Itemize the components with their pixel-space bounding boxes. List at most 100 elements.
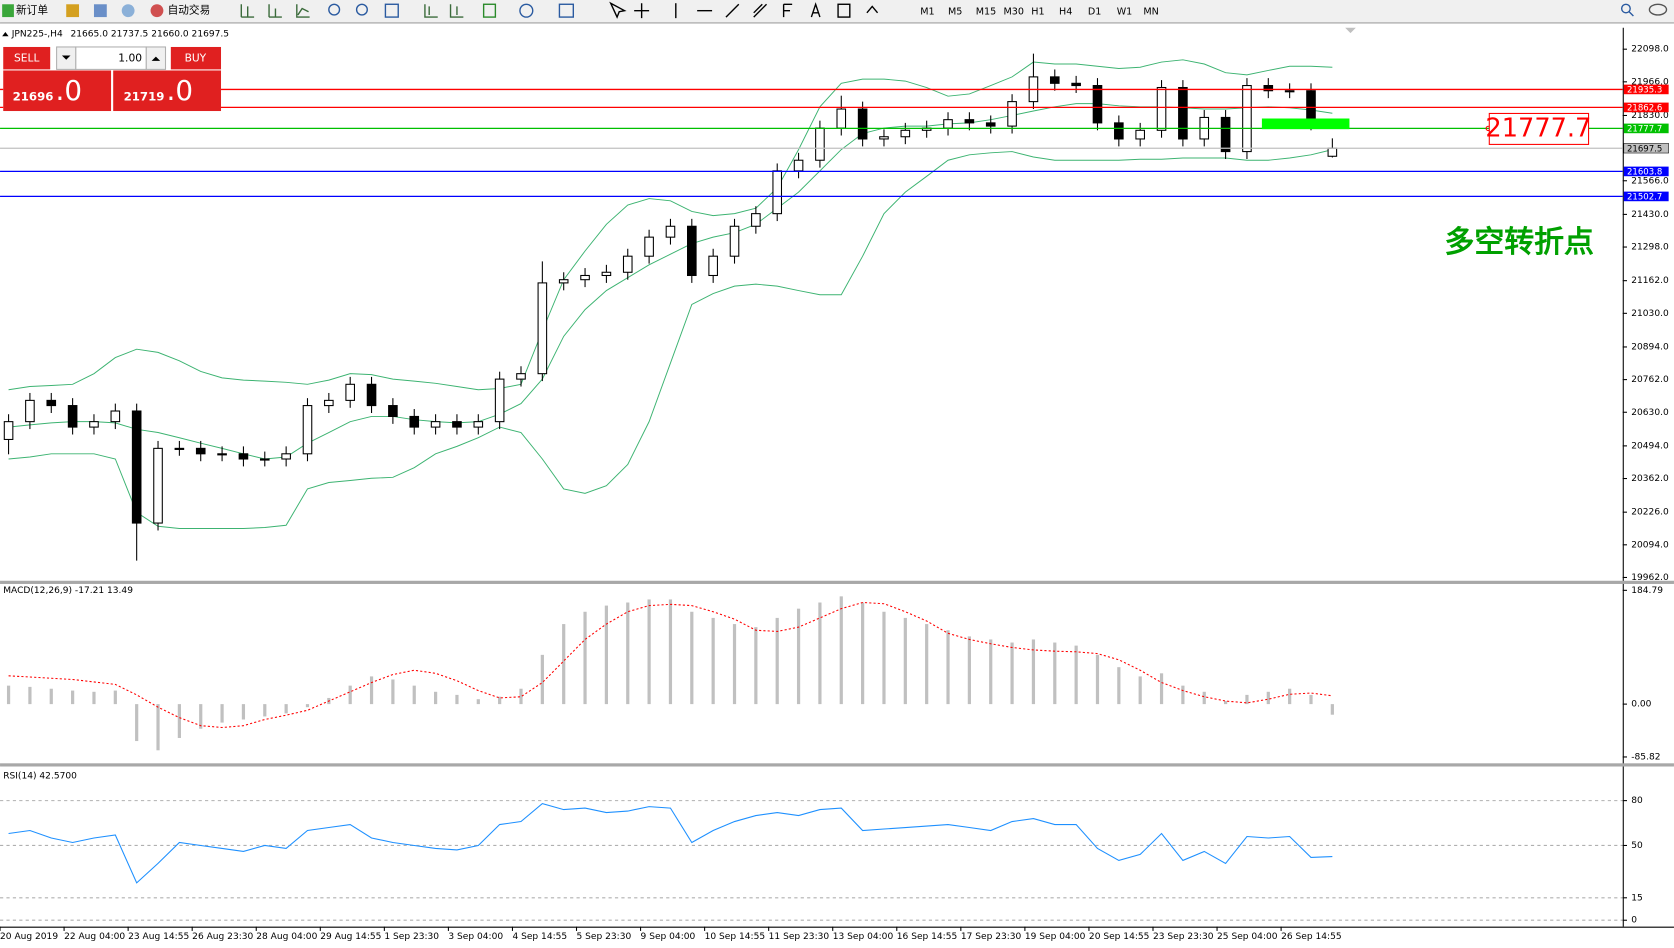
chart-shift-marker [1345, 27, 1356, 34]
down-arrow [61, 55, 71, 60]
y-tick-label: 184.79 [1631, 586, 1663, 596]
macd-bar [1223, 701, 1228, 705]
macd-bar [455, 694, 459, 705]
cursor-tool[interactable] [609, 1, 627, 19]
icon[interactable] [66, 4, 80, 18]
timeframe-button[interactable]: M30 [1004, 7, 1024, 18]
macd-bar [1245, 694, 1249, 705]
crosshair-tool[interactable] [634, 3, 650, 19]
macd-bar [199, 704, 203, 729]
icon[interactable] [384, 3, 399, 18]
candle-body [366, 383, 377, 407]
icon[interactable] [296, 4, 310, 18]
candle-body [729, 225, 740, 257]
buy-price[interactable]: 21719 [124, 90, 165, 104]
timeframe-button[interactable]: M5 [948, 7, 962, 18]
buy-button[interactable] [170, 46, 222, 70]
auto-trade-button[interactable]: 自动交易 [168, 4, 211, 17]
macd-bar [647, 599, 651, 705]
macd-bar [177, 704, 181, 738]
auto-trade-icon[interactable] [150, 4, 164, 18]
icon[interactable] [355, 3, 368, 16]
icon[interactable] [424, 4, 438, 18]
macd-bar [861, 602, 865, 705]
panel-separator [0, 763, 1674, 767]
x-tick-label: 13 Sep 04:00 [833, 932, 894, 942]
new-order-icon[interactable] [2, 4, 14, 18]
candle-body [1049, 76, 1060, 84]
timeframe-button[interactable]: D1 [1088, 7, 1102, 18]
icon[interactable] [121, 4, 135, 18]
trendline-tool[interactable] [725, 3, 740, 18]
timeframe-button[interactable]: MN [1143, 7, 1158, 18]
y-tick-label: 80 [1631, 796, 1643, 806]
candle-body [89, 421, 99, 428]
candle-body [900, 129, 911, 138]
candle-body [3, 421, 14, 440]
candle-body [302, 405, 313, 455]
macd-bar [391, 679, 395, 705]
icon[interactable] [482, 3, 497, 18]
timeframe-button[interactable]: W1 [1117, 7, 1133, 18]
sell-price-tail[interactable]: .0 [56, 74, 82, 107]
macd-bar [49, 688, 53, 705]
x-tick-label: 25 Sep 04:00 [1217, 932, 1278, 942]
macd-bar [348, 685, 352, 705]
macd-bar [1266, 691, 1270, 705]
text-tool[interactable] [810, 2, 821, 18]
buy-price-tail[interactable]: .0 [167, 74, 193, 107]
buy-price-box[interactable] [113, 70, 222, 112]
candle-body [985, 122, 996, 127]
icon[interactable] [328, 3, 341, 16]
volume-value[interactable]: 1.00 [118, 52, 142, 65]
plot-area: 22098.0 21966.0 21830.0 21566.0 21430.0 21298… [0, 45, 1669, 942]
fibo-tool[interactable] [782, 3, 793, 18]
icon[interactable] [240, 4, 255, 18]
icon[interactable] [449, 4, 464, 18]
sell-price[interactable]: 21696 [13, 90, 54, 104]
x-tick-label: 4 Sep 14:55 [512, 932, 567, 942]
x-tick-label: 1 Sep 23:30 [384, 932, 439, 942]
macd-bar [476, 699, 480, 705]
candle-body [153, 447, 163, 524]
y-tick-label: 19962.0 [1631, 573, 1669, 583]
timeframe-button[interactable]: H1 [1031, 7, 1044, 18]
candle-body [259, 458, 270, 461]
x-tick-label: 26 Sep 14:55 [1281, 932, 1342, 942]
x-tick-label: 19 Sep 04:00 [1025, 932, 1086, 942]
panel-separator [0, 580, 1674, 584]
sell-label[interactable]: SELL [14, 52, 39, 65]
price-label: 21935.3 [1627, 85, 1662, 95]
timeframe-button[interactable]: M15 [976, 7, 996, 18]
y-tick-label: 20362.0 [1631, 474, 1669, 484]
sell-button[interactable] [3, 46, 51, 70]
candle-body [751, 213, 761, 227]
candle-body [25, 399, 35, 423]
candle-body [430, 421, 441, 428]
x-tick-label: 28 Aug 04:00 [256, 932, 317, 942]
price-label-bg [1623, 166, 1669, 177]
icon[interactable] [519, 3, 534, 18]
icon[interactable] [268, 4, 282, 18]
buy-label[interactable]: BUY [185, 52, 207, 65]
x-tick-label: 22 Aug 04:00 [64, 932, 125, 942]
y-tick-label: 50 [1631, 841, 1643, 851]
label-tool[interactable] [837, 3, 851, 18]
icon[interactable] [558, 3, 575, 18]
new-order-button[interactable]: 新订单 [16, 4, 48, 17]
sell-price-box[interactable] [3, 70, 112, 112]
collapse-arrow[interactable] [2, 32, 9, 37]
channel-tool[interactable] [753, 3, 768, 18]
timeframe-button[interactable]: M1 [920, 7, 934, 18]
macd-bar [604, 605, 609, 705]
chat-icon[interactable] [1648, 3, 1668, 16]
timeframe-button[interactable]: H4 [1059, 7, 1072, 18]
search-icon[interactable] [1620, 3, 1631, 14]
search-icon[interactable] [1628, 11, 1634, 17]
macd-bar [583, 611, 587, 705]
arrow-tool[interactable] [866, 5, 879, 14]
macd-bar [1288, 688, 1292, 705]
icon[interactable] [93, 4, 107, 18]
macd-bar [263, 704, 267, 717]
